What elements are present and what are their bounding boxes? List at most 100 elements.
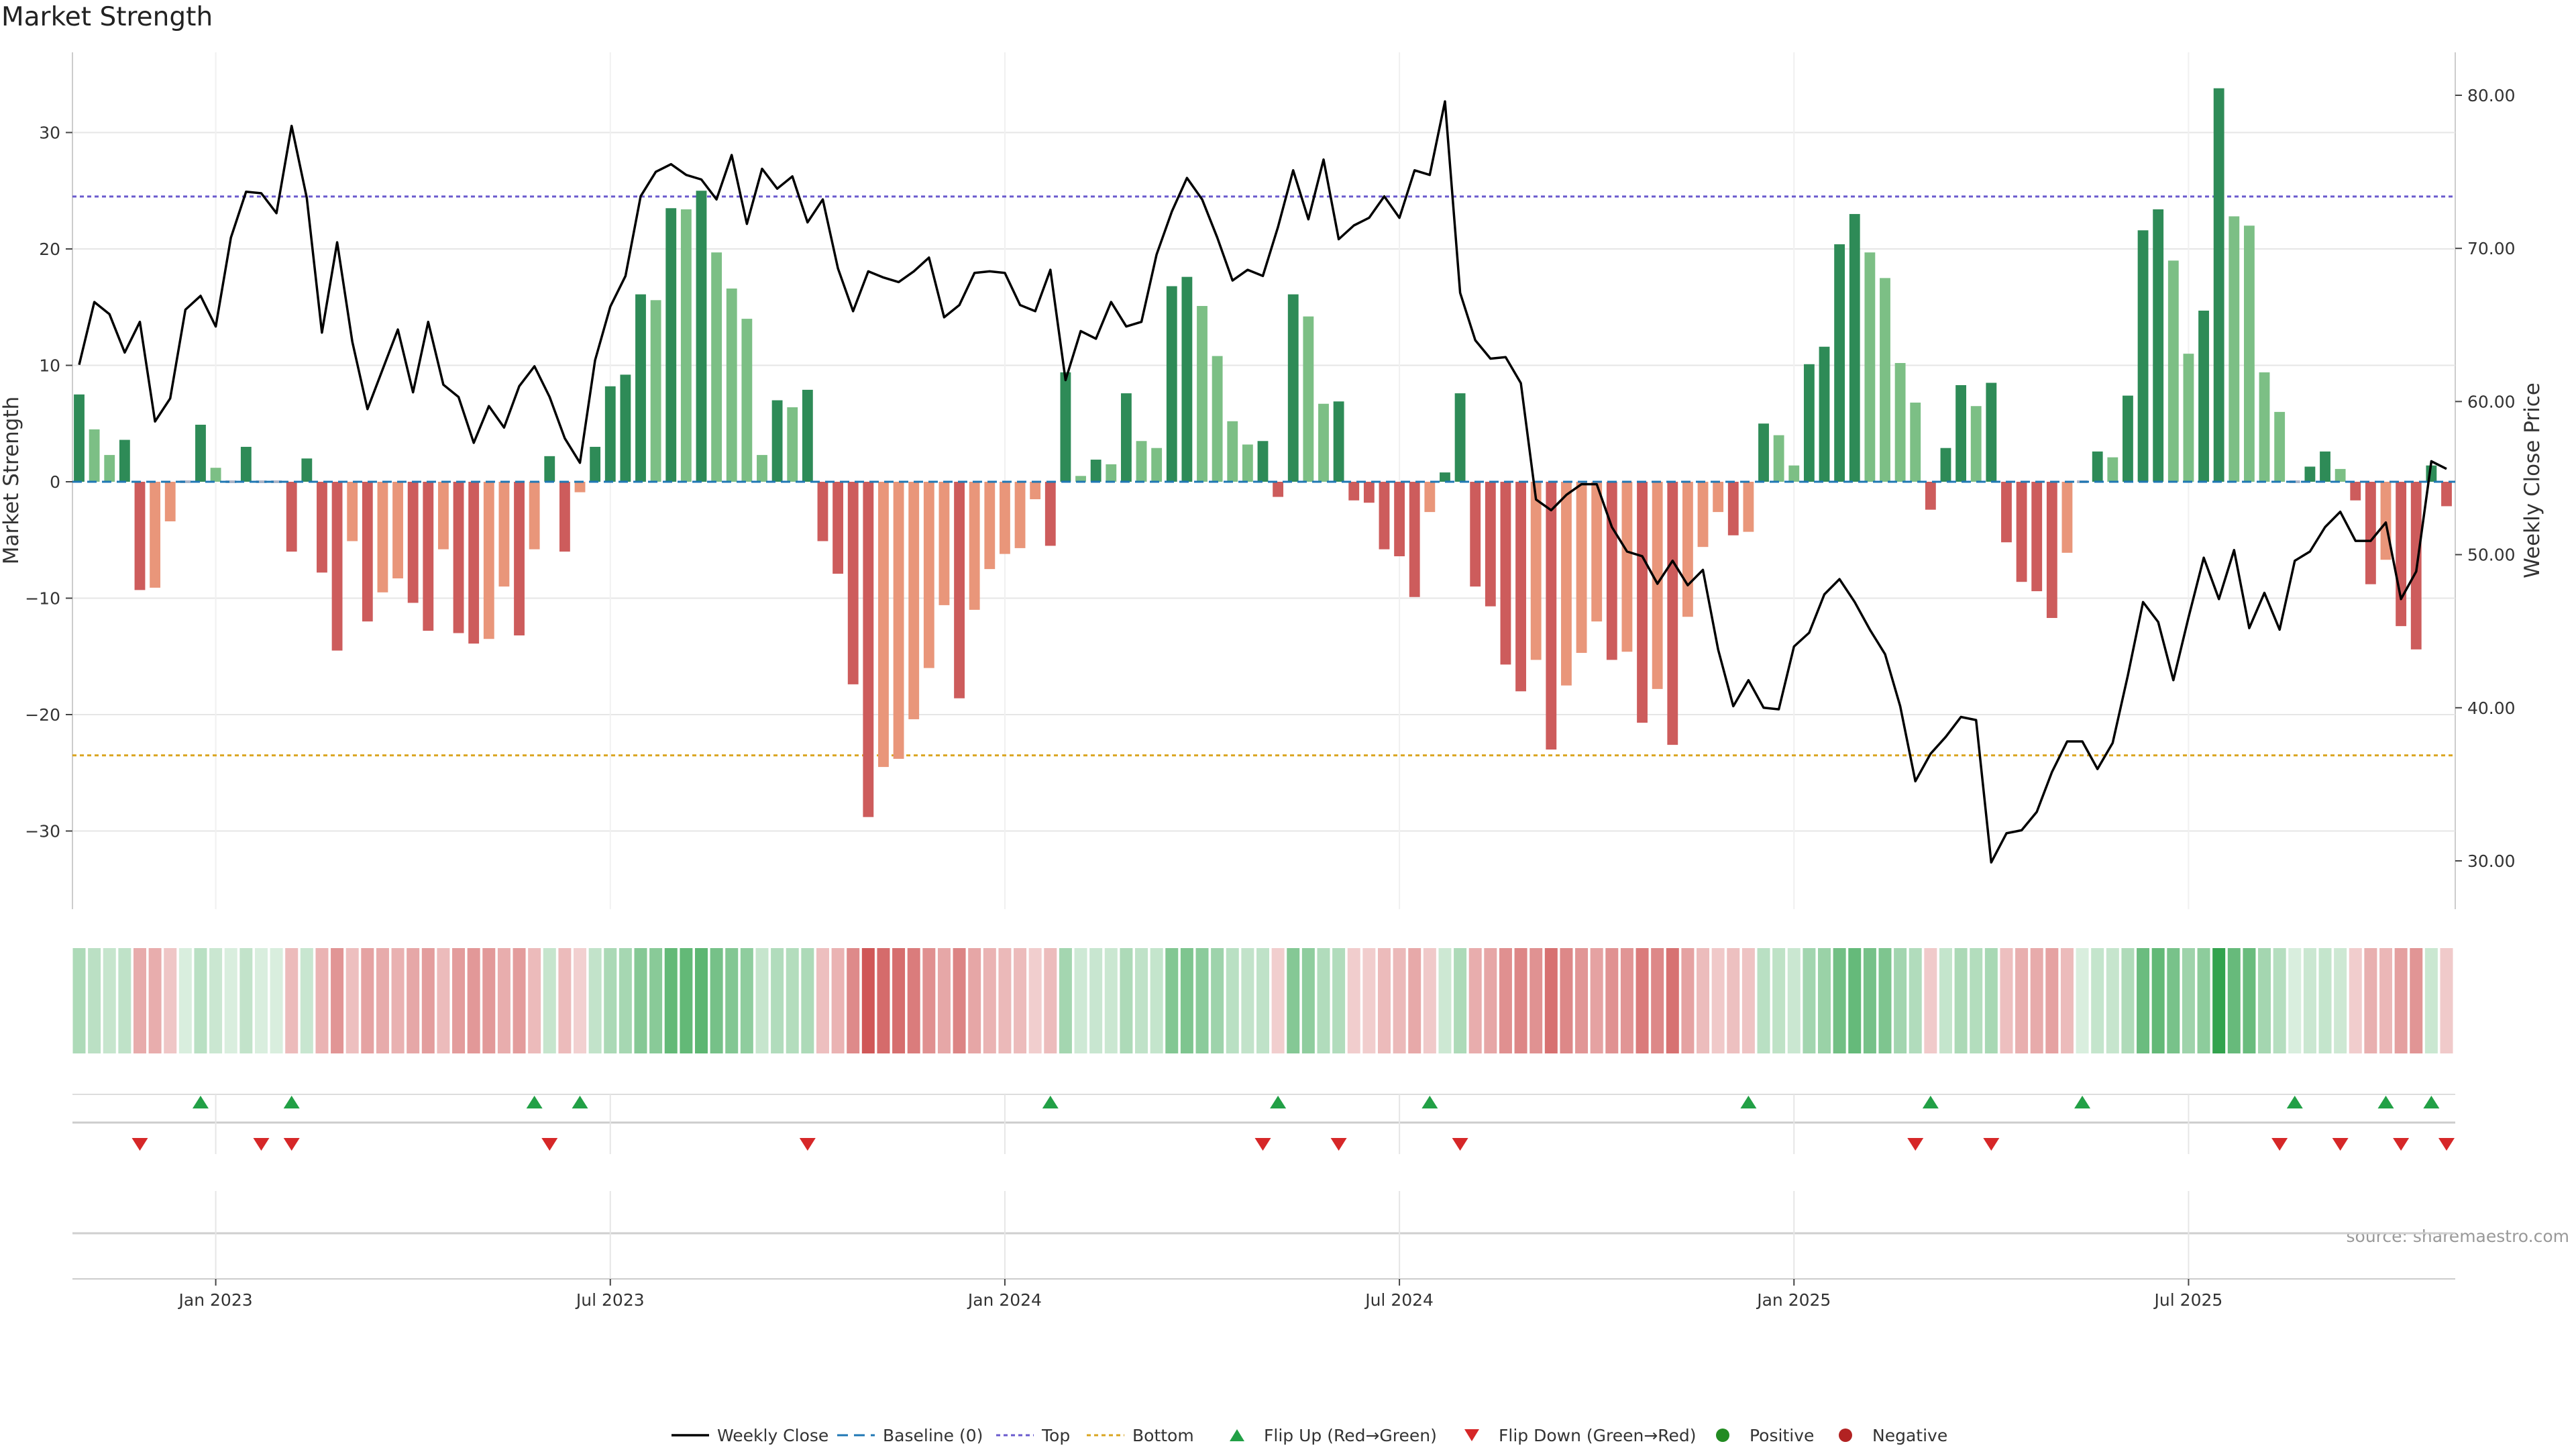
strength-bar bbox=[2001, 482, 2012, 543]
flip-up-marker bbox=[2286, 1096, 2303, 1108]
strength-bar bbox=[635, 294, 646, 482]
heat-strip-cell bbox=[2197, 948, 2210, 1053]
heat-strip-cell bbox=[1544, 948, 1558, 1053]
strength-bar bbox=[1864, 252, 1876, 482]
strength-bar bbox=[1515, 482, 1526, 692]
y-right-tick-label: 50.00 bbox=[2467, 546, 2516, 565]
strength-bar bbox=[119, 439, 130, 482]
strength-bar bbox=[574, 482, 586, 492]
y-left-tick-label: −20 bbox=[25, 705, 60, 725]
strength-bar bbox=[893, 482, 904, 759]
flip-up-marker bbox=[1421, 1096, 1438, 1108]
strength-bar bbox=[1348, 482, 1360, 501]
heat-strip-cell bbox=[1924, 948, 1937, 1053]
heat-strip-cell bbox=[907, 948, 920, 1053]
strength-bar bbox=[878, 482, 889, 768]
flip-down-marker bbox=[131, 1138, 148, 1151]
flip-up-marker bbox=[1922, 1096, 1939, 1108]
heat-strip-cell bbox=[103, 948, 116, 1053]
heat-strip-cell bbox=[968, 948, 981, 1053]
heat-strip-cell bbox=[285, 948, 299, 1053]
heat-strip-cell bbox=[1499, 948, 1512, 1053]
heat-strip-cell bbox=[2258, 948, 2271, 1053]
strength-bar bbox=[1120, 393, 1132, 482]
heat-strip-cell bbox=[983, 948, 996, 1053]
strength-bar bbox=[1454, 393, 1466, 482]
heat-strip-cell bbox=[1863, 948, 1876, 1053]
heat-strip-cell bbox=[331, 948, 344, 1053]
strength-bar bbox=[2167, 260, 2179, 482]
strength-bar bbox=[1257, 441, 1269, 482]
heat-strip-cell bbox=[467, 948, 480, 1053]
heat-strip-cell bbox=[1044, 948, 1057, 1053]
heat-strip-cell bbox=[861, 948, 875, 1053]
heat-strip-cell bbox=[694, 948, 708, 1053]
strength-bar bbox=[1030, 482, 1041, 500]
strength-bar bbox=[195, 424, 206, 482]
strength-bar bbox=[1788, 465, 1800, 482]
heat-strip-cell bbox=[224, 948, 237, 1053]
heat-strip-cell bbox=[937, 948, 951, 1053]
strength-bar bbox=[726, 288, 737, 482]
strength-bar bbox=[347, 482, 358, 541]
strength-bar bbox=[2259, 372, 2270, 482]
legend-label: Top bbox=[1041, 1426, 1070, 1445]
heat-strip-cell bbox=[1605, 948, 1619, 1053]
strength-bar bbox=[757, 455, 767, 482]
strength-bar bbox=[407, 482, 419, 603]
heat-strip-cell bbox=[497, 948, 511, 1053]
heat-strip-cell bbox=[1180, 948, 1193, 1053]
heat-strip-cell bbox=[634, 948, 647, 1053]
heat-strip-cell bbox=[2243, 948, 2256, 1053]
heat-strip-cell bbox=[1393, 948, 1406, 1053]
heat-strip-cell bbox=[1878, 948, 1892, 1053]
strength-bar bbox=[89, 429, 100, 482]
heat-strip-cell bbox=[1787, 948, 1801, 1053]
heat-strip-cell bbox=[1104, 948, 1118, 1053]
heat-strip-cell bbox=[664, 948, 678, 1053]
heat-strip-cell bbox=[1818, 948, 1831, 1053]
heat-strip-cell bbox=[270, 948, 283, 1053]
strength-bar bbox=[2107, 457, 2118, 482]
heat-strip-cell bbox=[680, 948, 693, 1053]
x-tick-label: Jan 2025 bbox=[1756, 1290, 1831, 1310]
heat-strip-cell bbox=[604, 948, 617, 1053]
heat-strip-cell bbox=[2030, 948, 2043, 1053]
heat-strip-cell bbox=[361, 948, 374, 1053]
strength-bar bbox=[1273, 482, 1284, 497]
flip-up-marker bbox=[2377, 1096, 2394, 1108]
x-tick-label: Jan 2023 bbox=[178, 1290, 253, 1310]
heat-strip-cell bbox=[1727, 948, 1740, 1053]
source-note: source: sharemaestro.com bbox=[2347, 1227, 2570, 1246]
heat-strip-cell bbox=[315, 948, 329, 1053]
strength-bar bbox=[240, 446, 252, 482]
strength-bar bbox=[1697, 482, 1709, 548]
strength-bar bbox=[1379, 482, 1390, 550]
strength-bar bbox=[863, 482, 874, 817]
heat-strip-cell bbox=[1271, 948, 1285, 1053]
y-right-tick-label: 60.00 bbox=[2467, 392, 2516, 411]
strength-bar bbox=[2123, 395, 2133, 482]
strength-bar bbox=[1363, 482, 1375, 503]
heat-strip-cell bbox=[710, 948, 723, 1053]
strength-bar bbox=[908, 482, 920, 719]
strength-bar-zero bbox=[256, 480, 267, 483]
strength-bar bbox=[1394, 482, 1405, 557]
strength-bar bbox=[2198, 310, 2209, 482]
heat-strip-cell bbox=[407, 948, 420, 1053]
heat-strip-cell bbox=[1074, 948, 1087, 1053]
flip-down-marker bbox=[2332, 1138, 2349, 1151]
strength-bar bbox=[1044, 482, 1056, 546]
strength-bar bbox=[1910, 403, 1921, 482]
strength-bar-zero bbox=[271, 480, 282, 483]
strength-bar bbox=[1106, 464, 1117, 482]
heat-strip-cell bbox=[740, 948, 753, 1053]
heat-strip-cell bbox=[254, 948, 268, 1053]
strength-bar bbox=[2213, 88, 2224, 482]
heat-strip-cell bbox=[2000, 948, 2013, 1053]
heat-strip-cell bbox=[513, 948, 526, 1053]
heat-strip-cell bbox=[1635, 948, 1649, 1053]
heat-strip-cell bbox=[1590, 948, 1603, 1053]
strength-bar bbox=[1424, 482, 1436, 513]
